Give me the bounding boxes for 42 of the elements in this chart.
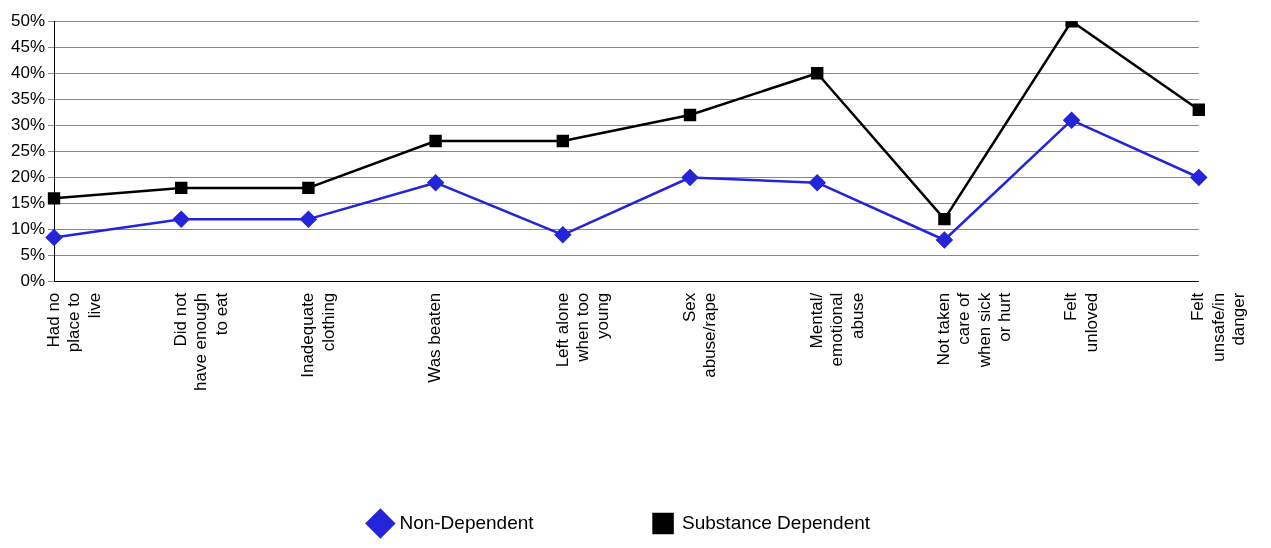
point (1063, 111, 1080, 129)
point (302, 181, 315, 195)
x-tick-label: Not taken care of when sick or hurt (934, 292, 1015, 369)
y-tick-label: 25% (10, 141, 46, 161)
point (47, 192, 61, 205)
x-tick-label: Sex abuse/rape (679, 292, 720, 378)
legend-label: Non-Dependent (399, 511, 535, 533)
point (936, 231, 953, 249)
point (300, 210, 317, 228)
point (1190, 169, 1208, 186)
y-tick-label: 45% (10, 36, 46, 56)
y-tick-label: 40% (10, 62, 46, 82)
point (683, 108, 697, 122)
x-tick-label: Mental/ emotional abuse (806, 292, 867, 367)
x-tick-label: Was beaten (425, 292, 445, 383)
point (938, 212, 951, 226)
y-tick-label: 20% (10, 167, 46, 187)
y-tick-label: 15% (10, 193, 46, 213)
point (45, 229, 63, 246)
point (554, 226, 572, 244)
x-tick-label: Inadequate clothing (298, 292, 338, 378)
y-tick-label: 35% (10, 89, 46, 109)
y-tick-label: 0% (20, 271, 46, 291)
point (808, 174, 826, 191)
point (175, 181, 188, 195)
point (811, 67, 824, 80)
x-tick-label: Did not have enough to eat (170, 292, 231, 392)
point (172, 210, 190, 228)
legend-label: Substance Dependent (682, 511, 871, 533)
point (429, 134, 442, 148)
x-tick-label: Left alone when too young (552, 292, 613, 368)
y-tick-label: 30% (10, 115, 46, 135)
x-tick-label: Had no place to live (43, 292, 104, 353)
point (1192, 103, 1205, 116)
y-tick-label: 10% (10, 219, 46, 239)
y-tick-label: 50% (10, 10, 46, 30)
point (681, 169, 699, 186)
x-tick-label: Felt unloved (1061, 292, 1101, 353)
point (556, 134, 570, 148)
point (427, 174, 444, 191)
y-tick-label: 5% (20, 245, 46, 265)
x-tick-label: Felt unsafe/in danger (1188, 292, 1249, 362)
